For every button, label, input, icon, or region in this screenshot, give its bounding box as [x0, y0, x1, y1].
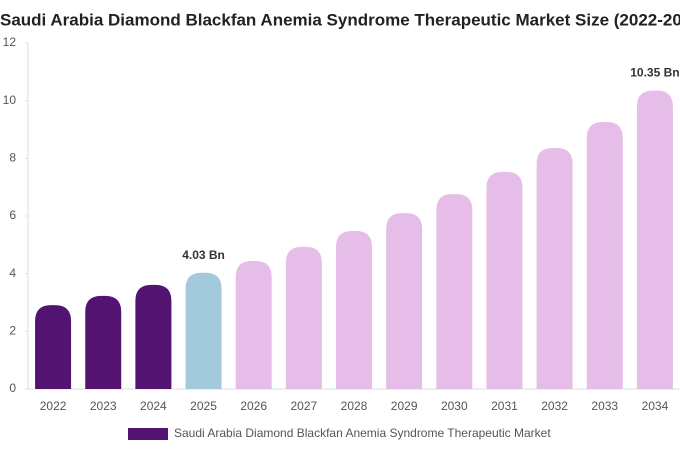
y-tick-label: 6	[9, 208, 16, 222]
x-tick-label: 2030	[441, 399, 468, 413]
x-tick-label: 2033	[591, 399, 618, 413]
x-tick-label: 2024	[140, 399, 167, 413]
x-tick-label: 2034	[642, 399, 669, 413]
x-tick-label: 2023	[90, 399, 117, 413]
x-tick-label: 2032	[541, 399, 568, 413]
bar	[586, 122, 623, 390]
value-label: 10.35 Bn	[630, 66, 679, 80]
x-tick-label: 2026	[240, 399, 267, 413]
legend-swatch	[128, 428, 168, 440]
bar	[486, 171, 523, 389]
bar	[185, 272, 222, 389]
bar	[85, 295, 122, 389]
x-tick-label: 2029	[391, 399, 418, 413]
y-tick-label: 8	[9, 151, 16, 165]
bar	[35, 305, 72, 389]
legend-label: Saudi Arabia Diamond Blackfan Anemia Syn…	[174, 426, 551, 440]
bar	[235, 260, 272, 389]
y-tick-label: 0	[9, 381, 16, 395]
bar	[636, 90, 673, 389]
bar	[436, 194, 473, 389]
x-tick-label: 2025	[190, 399, 217, 413]
x-tick-label: 2031	[491, 399, 518, 413]
bar	[536, 147, 573, 389]
bar	[386, 213, 423, 389]
y-tick-label: 4	[9, 266, 16, 280]
bar	[285, 246, 322, 389]
y-tick-label: 10	[3, 93, 17, 107]
x-tick-label: 2027	[290, 399, 317, 413]
bar	[135, 284, 172, 389]
y-tick-label: 12	[3, 35, 17, 49]
value-label: 4.03 Bn	[182, 248, 225, 262]
x-tick-label: 2028	[341, 399, 368, 413]
bar	[336, 230, 372, 389]
y-tick-label: 2	[9, 324, 16, 338]
chart-title: Saudi Arabia Diamond Blackfan Anemia Syn…	[0, 10, 680, 29]
x-tick-label: 2022	[40, 399, 67, 413]
